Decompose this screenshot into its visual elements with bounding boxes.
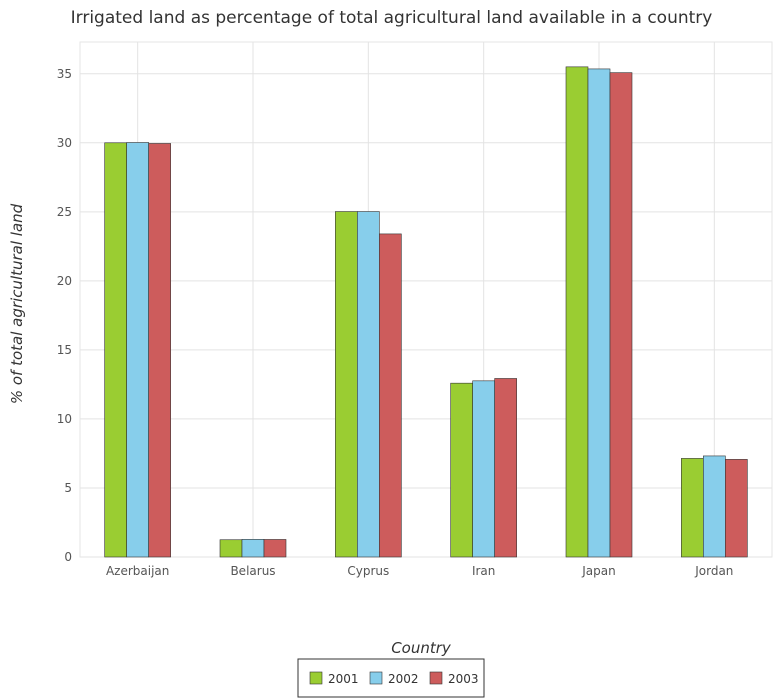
- y-tick-label: 25: [57, 205, 72, 219]
- bar-jordan-2002: [703, 455, 726, 558]
- bars-layer: [104, 66, 748, 558]
- legend-swatch-2003: [429, 671, 443, 685]
- bar-iran-2003: [494, 378, 517, 558]
- legend-label-2002: 2002: [388, 672, 419, 686]
- bar-jordan-2003: [725, 459, 748, 558]
- bar-azerbaijan-2002: [126, 142, 149, 558]
- bar-cyprus-2001: [335, 211, 358, 558]
- bar-japan-2002: [587, 68, 611, 558]
- x-tick-label: Japan: [581, 564, 615, 578]
- bar-cyprus-2003: [379, 233, 402, 558]
- legend-label-2001: 2001: [328, 672, 359, 686]
- bar-iran-2001: [450, 382, 473, 558]
- legend: 2001 2002 2003: [297, 658, 485, 698]
- bar-belarus-2002: [241, 539, 265, 558]
- bar-japan-2001: [565, 66, 589, 558]
- legend-swatch-2001: [309, 671, 323, 685]
- y-axis-title: % of total agricultural land: [8, 203, 26, 404]
- y-tick-label: 5: [64, 481, 72, 495]
- y-tick-label: 15: [57, 343, 72, 357]
- bar-cyprus-2002: [357, 211, 380, 558]
- legend-box: [297, 658, 485, 698]
- y-tick-label: 20: [57, 274, 72, 288]
- chart-title: Irrigated land as percentage of total ag…: [70, 8, 713, 28]
- x-tick-label: Iran: [472, 564, 495, 578]
- grid-layer: [79, 41, 773, 558]
- bar-japan-2003: [609, 72, 633, 558]
- bar-belarus-2001: [219, 539, 243, 558]
- legend-swatch-2002: [369, 671, 383, 685]
- y-tick-label: 10: [57, 412, 72, 426]
- bar-jordan-2001: [681, 458, 704, 558]
- x-tick-label: Belarus: [230, 564, 275, 578]
- x-tick-label: Jordan: [694, 564, 733, 578]
- y-tick-label: 35: [57, 67, 72, 81]
- axes-layer: 0 5 10 15 20 25 30 35 Azerbaijan Belarus Cyprus Ira…: [57, 67, 734, 578]
- bar-iran-2002: [472, 380, 495, 558]
- y-tick-label: 0: [64, 550, 72, 564]
- x-axis-title: Country: [391, 639, 452, 657]
- bar-azerbaijan-2001: [104, 142, 127, 558]
- y-tick-label: 30: [57, 136, 72, 150]
- plot-area: [79, 41, 773, 558]
- legend-label-2003: 2003: [448, 672, 479, 686]
- bar-belarus-2003: [263, 539, 287, 558]
- x-tick-label: Cyprus: [347, 564, 389, 578]
- x-tick-label: Azerbaijan: [106, 564, 169, 578]
- bar-azerbaijan-2003: [148, 143, 171, 558]
